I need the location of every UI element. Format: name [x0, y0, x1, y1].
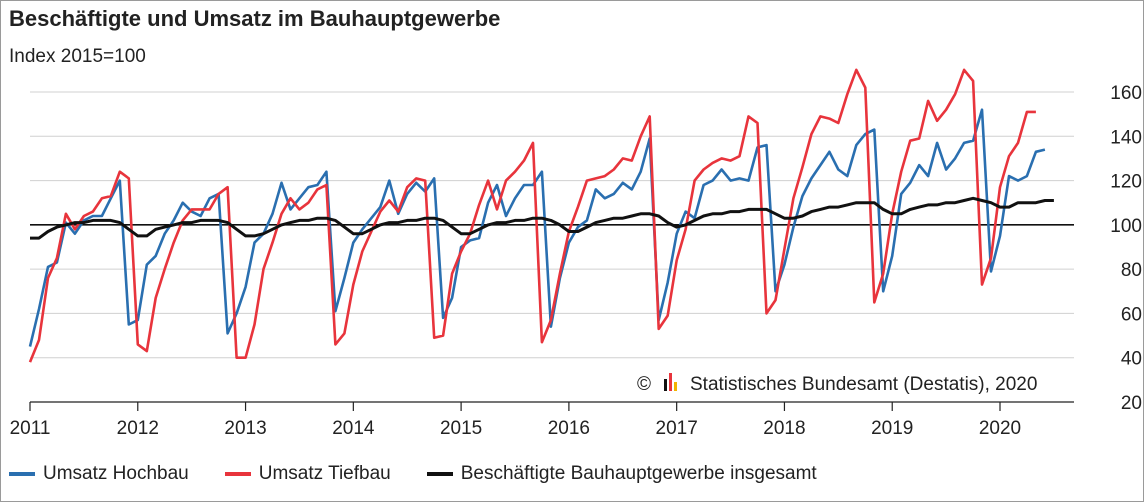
- y-tick-label: 160: [1110, 83, 1142, 104]
- legend-swatch: [9, 472, 35, 476]
- y-axis-label: Index 2015=100: [9, 46, 146, 67]
- x-tick-label: 2016: [548, 418, 590, 439]
- series-line-0: [28, 108, 1046, 347]
- legend-item: Umsatz Tiefbau: [224, 463, 391, 485]
- legend-swatch: [426, 472, 453, 476]
- y-tick-label: 40: [1121, 349, 1142, 370]
- legend: Umsatz Hochbau Umsatz Tiefbau Beschäftigte…: [9, 462, 853, 486]
- x-tick-label: 2011: [10, 418, 51, 439]
- x-tick-label: 2015: [440, 418, 482, 439]
- x-tick-label: 2019: [871, 418, 913, 439]
- legend-label: Umsatz Hochbau: [43, 463, 189, 484]
- x-tick-label: 2014: [332, 418, 375, 439]
- x-tick-label: 2020: [979, 418, 1021, 439]
- x-tick-label: 2012: [117, 418, 159, 439]
- y-tick-label: 120: [1110, 172, 1142, 193]
- copyright-symbol: ©: [637, 374, 651, 395]
- series-line-2: [30, 196, 1054, 240]
- y-tick-label: 60: [1121, 304, 1142, 325]
- y-tick-label: 80: [1121, 260, 1142, 281]
- destatis-logo-bar: [674, 382, 677, 391]
- destatis-logo-bar: [669, 373, 672, 391]
- legend-label: Umsatz Tiefbau: [258, 463, 391, 484]
- destatis-logo-bar: [664, 379, 667, 391]
- chart-title: Beschäftigte und Umsatz im Bauhauptgewer…: [9, 6, 501, 31]
- legend-swatch: [224, 472, 251, 476]
- series-line-1: [28, 68, 1036, 363]
- source-note: Statistisches Bundesamt (Destatis), 2020: [690, 374, 1037, 395]
- legend-item: Beschäftigte Bauhauptgewerbe insgesamt: [426, 463, 817, 485]
- y-tick-label: 20: [1121, 393, 1142, 414]
- y-tick-label: 140: [1110, 127, 1142, 148]
- x-tick-label: 2013: [224, 418, 266, 439]
- legend-item: Umsatz Hochbau: [9, 463, 189, 485]
- y-tick-label: 100: [1110, 216, 1142, 237]
- legend-label: Beschäftigte Bauhauptgewerbe insgesamt: [460, 463, 817, 484]
- x-tick-label: 2017: [656, 418, 698, 439]
- x-tick-label: 2018: [763, 418, 805, 439]
